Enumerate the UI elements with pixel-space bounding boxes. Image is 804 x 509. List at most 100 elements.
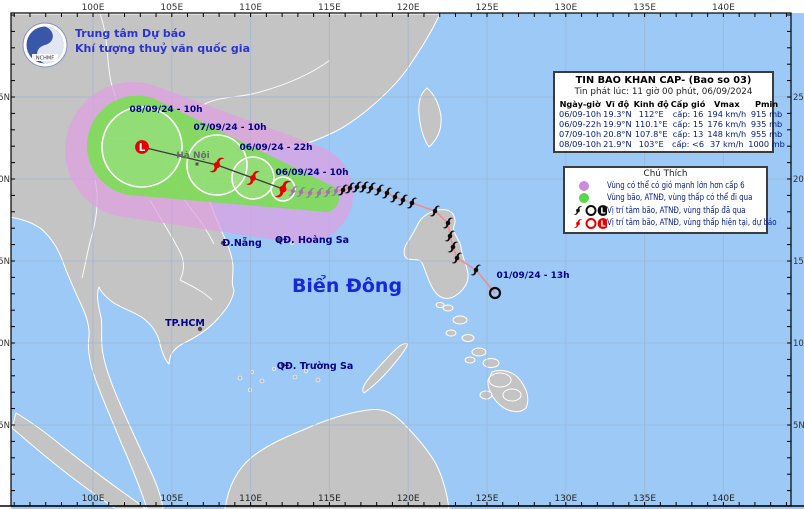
place-dot — [280, 362, 286, 368]
legend-glyph — [585, 217, 597, 229]
forecast-cell: 107.8°E — [634, 129, 668, 140]
forecast-column-header: Vmax — [713, 99, 740, 109]
logo-abbr-text: NCHMF — [36, 56, 54, 62]
lon-axis-label: 110E — [239, 494, 262, 504]
lon-axis-label: 135E — [633, 494, 656, 504]
legend-label: Vùng có thể có gió mạnh lớn hơn cấp 6 — [607, 180, 745, 191]
lon-axis-label: 125E — [476, 3, 499, 13]
lon-axis-label: 100E — [82, 3, 105, 13]
violet-dot-icon — [579, 180, 589, 191]
legend-symbol — [567, 180, 607, 191]
place-label: QĐ. Trường Sa — [277, 361, 354, 372]
forecast-column-header: Cấp gió — [670, 99, 706, 109]
forecast-cell: 08/09-10h — [559, 139, 602, 150]
forecast-cell: 1000 mb — [748, 139, 785, 150]
place-label: Hà Nội — [176, 151, 210, 161]
forecast-cell: 20.8°N — [603, 129, 632, 140]
island-taiwan — [418, 87, 442, 148]
forecast-cell: 176 km/h — [707, 119, 747, 130]
lon-axis-label: 100E — [82, 494, 105, 504]
forecast-cell: 955 mb — [750, 129, 783, 140]
legend-symbol — [567, 193, 607, 204]
forecast-cell: 07/09-10h — [559, 129, 602, 140]
lat-axis-label: 10N — [793, 339, 804, 349]
lat-axis-label: 5N — [793, 421, 804, 431]
forecast-cell: 103°E — [638, 139, 664, 150]
forecast-column-header: Ngày-giờ — [559, 99, 601, 109]
legend-glyph — [585, 205, 597, 217]
top-margin — [0, 0, 804, 13]
island-sumatra — [11, 412, 147, 509]
forecast-column-header: Pmin — [754, 99, 779, 109]
islet-dots — [237, 233, 335, 393]
forecast-cell: cấp: 16 — [672, 109, 704, 120]
place-label: Đ.Nẵng — [222, 238, 262, 249]
forecast-cell: 935 mb — [750, 119, 783, 130]
lon-axis-label: 130E — [554, 494, 577, 504]
legend-box: Chú Thích Vùng có thể có gió mạnh lớn hơ… — [563, 166, 777, 234]
lon-axis-label: 115E — [318, 3, 341, 13]
bulletin-info-box: TIN BAO KHAN CAP- (Bao so 03) Tin phát l… — [553, 71, 785, 154]
low-pressure-symbol — [135, 140, 149, 154]
forecast-column-header: Vĩ độ — [605, 99, 630, 109]
agency-name: Trung tâm Dự báo Khí tượng thuỷ văn quốc… — [75, 27, 250, 57]
map-labels: 08/09/24 - 10h 07/09/24 - 10h 06/09/24 - 2… — [129, 105, 569, 372]
track-date-label: 07/09/24 - 10h — [193, 123, 266, 133]
legend-item: Vùng có thể có gió mạnh lớn hơn cấp 6 — [567, 180, 764, 193]
forecast-cell: 37 km/h — [709, 139, 744, 150]
forecast-cell: 148 km/h — [707, 129, 747, 140]
legend-label: Vùng bão, ATNĐ, vùng thấp có thể đi qua — [607, 193, 753, 204]
lon-axis-label: 140E — [712, 494, 735, 504]
forecast-table-header-row: Ngày-giờ Vĩ độ Kinh độ Cấp gió Vmax Pmin — [558, 99, 786, 109]
forecast-cell: 110.1°E — [634, 119, 668, 130]
forecast-cell: 194 km/h — [707, 109, 747, 120]
place-dot — [276, 237, 282, 243]
lat-axis-label: 15N — [0, 257, 10, 267]
lat-axis-label: 10N — [0, 339, 10, 349]
track-date-label: 08/09/24 - 10h — [129, 105, 202, 115]
lon-axis-label: 105E — [160, 3, 183, 13]
lon-axis-label: 125E — [476, 494, 499, 504]
small-islands — [435, 302, 522, 402]
legend-item: Vị trí tâm bão, ATNĐ, vùng thấp hiện tại… — [567, 217, 777, 230]
forecast-cell: 19.3°N — [603, 109, 632, 120]
place-dot — [195, 162, 199, 166]
legend-label: Vị trí tâm bão, ATNĐ, vùng thấp hiện tại… — [607, 218, 777, 229]
lat-axis-label: 25N — [793, 93, 804, 103]
forecast-track-line — [141, 146, 284, 190]
lon-axis-label: 140E — [712, 3, 735, 13]
legend-symbol — [567, 204, 607, 217]
forecast-cell: 112°E — [638, 109, 664, 120]
forecast-column-header: Kinh độ — [633, 99, 669, 109]
legend-title: Chú Thích — [643, 169, 688, 179]
forecast-cell: 21.9°N — [603, 139, 632, 150]
place-dot — [197, 326, 203, 332]
forecast-row: 07/09-10h 20.8°N 107.8°E cấp: 13 148 km/h 955… — [558, 129, 786, 139]
lat-axis-label: 20N — [793, 175, 804, 185]
place-label: TP.HCM — [165, 318, 205, 329]
forecast-row: 06/09-10h 19.3°N 112°E cấp: 16 194 km/h 915 m… — [558, 109, 786, 119]
left-margin — [0, 0, 11, 509]
legend-item: Vùng bão, ATNĐ, vùng thấp có thể đi qua — [567, 192, 764, 205]
legend-item: Vị trí tâm bão, ATNĐ, vùng thấp đã qua — [567, 205, 764, 218]
sea-name-label: Biển Đông — [292, 274, 402, 297]
track-date-label: 06/09/24 - 10h — [275, 168, 348, 178]
island-palawan — [362, 343, 409, 394]
legend-glyph — [597, 205, 607, 217]
bulletin-title: TIN BAO KHAN CAP- (Bao so 03) — [575, 75, 752, 86]
legend-glyph — [597, 217, 607, 229]
agency-header: NCHMF Trung tâm Dự báo Khí tượng thuỷ vă… — [22, 22, 250, 68]
legend-glyph — [573, 206, 583, 216]
forecast-cell: 06/09-10h — [559, 109, 602, 120]
forecast-row: 08/09-10h 21.9°N 103°E cấp: <6 37 km/h 1000 m… — [558, 139, 786, 149]
lat-axis-label: 15N — [793, 257, 804, 267]
legend-symbol — [567, 217, 607, 230]
track-date-label: 06/09/24 - 22h — [239, 143, 312, 153]
forecast-cell: cấp: <6 — [671, 139, 705, 150]
current-position-icons — [573, 217, 607, 229]
agency-name-line1: Trung tâm Dự báo — [75, 27, 186, 40]
lon-axis-label: 110E — [239, 3, 262, 13]
lon-axis-label: 135E — [633, 3, 656, 13]
